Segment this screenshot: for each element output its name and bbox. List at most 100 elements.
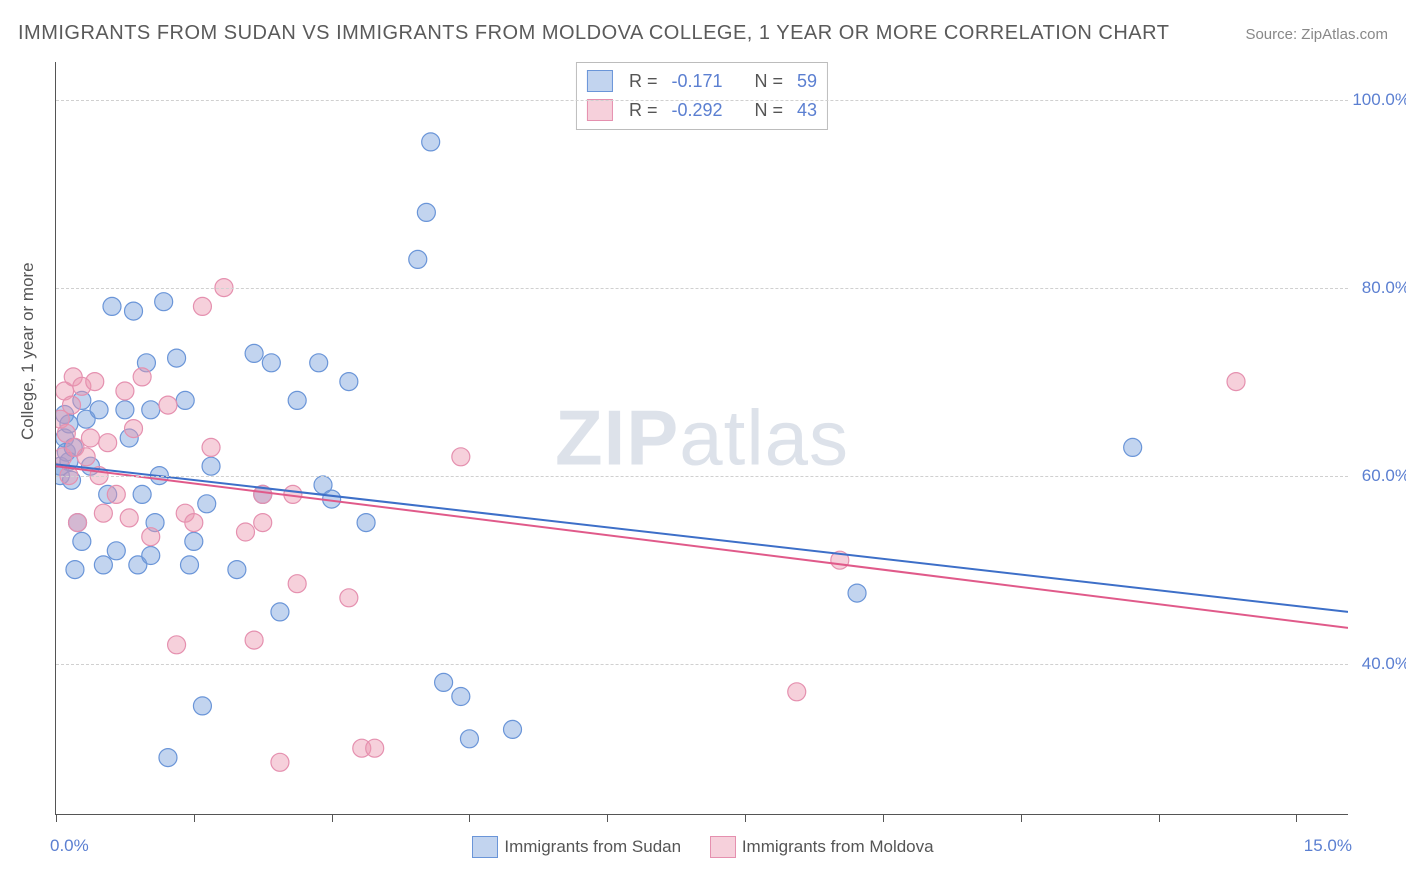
data-point (788, 683, 806, 701)
data-point (155, 293, 173, 311)
data-point (94, 556, 112, 574)
x-tick (883, 814, 884, 822)
data-point (159, 749, 177, 767)
y-tick-label: 80.0% (1362, 278, 1406, 298)
data-point (452, 448, 470, 466)
data-point (271, 753, 289, 771)
data-point (77, 448, 95, 466)
data-point (848, 584, 866, 602)
data-point (288, 575, 306, 593)
scatter-svg (56, 62, 1348, 814)
data-point (69, 514, 87, 532)
data-point (142, 528, 160, 546)
data-point (1124, 438, 1142, 456)
x-tick (469, 814, 470, 822)
data-point (107, 485, 125, 503)
data-point (176, 391, 194, 409)
data-point (193, 297, 211, 315)
stats-legend-box: R = -0.171 N = 59 R = -0.292 N = 43 (576, 62, 828, 130)
legend-label-1: Immigrants from Sudan (504, 837, 681, 857)
x-tick (745, 814, 746, 822)
data-point (254, 514, 272, 532)
data-point (271, 603, 289, 621)
source-credit: Source: ZipAtlas.com (1245, 26, 1388, 43)
data-point (340, 373, 358, 391)
gridline-h (56, 288, 1348, 289)
x-tick (1296, 814, 1297, 822)
y-tick-label: 60.0% (1362, 466, 1406, 486)
data-point (504, 720, 522, 738)
data-point (228, 561, 246, 579)
x-tick (607, 814, 608, 822)
data-point (185, 514, 203, 532)
swatch-pink-icon (710, 836, 736, 858)
data-point (94, 504, 112, 522)
data-point (90, 401, 108, 419)
y-tick-label: 40.0% (1362, 654, 1406, 674)
stats-row-1: R = -0.171 N = 59 (587, 67, 817, 96)
data-point (262, 354, 280, 372)
swatch-blue-icon (472, 836, 498, 858)
y-tick-label: 100.0% (1352, 90, 1406, 110)
data-point (435, 673, 453, 691)
data-point (181, 556, 199, 574)
data-point (116, 382, 134, 400)
trend-line (56, 466, 1348, 628)
x-tick (1159, 814, 1160, 822)
legend-label-2: Immigrants from Moldova (742, 837, 934, 857)
data-point (86, 373, 104, 391)
data-point (73, 532, 91, 550)
legend-item-2: Immigrants from Moldova (710, 836, 934, 858)
data-point (460, 730, 478, 748)
data-point (417, 203, 435, 221)
data-point (120, 509, 138, 527)
data-point (288, 391, 306, 409)
x-tick (1021, 814, 1022, 822)
r-label: R = (629, 67, 658, 96)
data-point (1227, 373, 1245, 391)
data-point (159, 396, 177, 414)
x-tick (332, 814, 333, 822)
data-point (125, 420, 143, 438)
gridline-h (56, 476, 1348, 477)
data-point (245, 631, 263, 649)
n-value-1: 59 (797, 67, 817, 96)
data-point (133, 485, 151, 503)
data-point (168, 349, 186, 367)
gridline-h (56, 664, 1348, 665)
plot-area: ZIPatlas R = -0.171 N = 59 R = -0.292 N … (55, 62, 1348, 815)
data-point (125, 302, 143, 320)
data-point (133, 368, 151, 386)
data-point (168, 636, 186, 654)
data-point (142, 401, 160, 419)
data-point (202, 457, 220, 475)
data-point (409, 250, 427, 268)
data-point (236, 523, 254, 541)
x-tick (56, 814, 57, 822)
data-point (357, 514, 375, 532)
data-point (66, 561, 84, 579)
data-point (452, 688, 470, 706)
data-point (310, 354, 328, 372)
swatch-pink-icon (587, 99, 613, 121)
data-point (103, 297, 121, 315)
data-point (116, 401, 134, 419)
n-label: N = (755, 67, 784, 96)
swatch-blue-icon (587, 70, 613, 92)
data-point (142, 547, 160, 565)
data-point (99, 434, 117, 452)
data-point (185, 532, 203, 550)
gridline-h (56, 100, 1348, 101)
data-point (107, 542, 125, 560)
chart-title: IMMIGRANTS FROM SUDAN VS IMMIGRANTS FROM… (18, 22, 1169, 45)
data-point (193, 697, 211, 715)
y-axis-label: College, 1 year or more (18, 262, 38, 440)
data-point (245, 344, 263, 362)
r-value-1: -0.171 (671, 67, 722, 96)
data-point (198, 495, 216, 513)
legend-item-1: Immigrants from Sudan (472, 836, 681, 858)
data-point (202, 438, 220, 456)
data-point (340, 589, 358, 607)
x-tick (194, 814, 195, 822)
data-point (422, 133, 440, 151)
